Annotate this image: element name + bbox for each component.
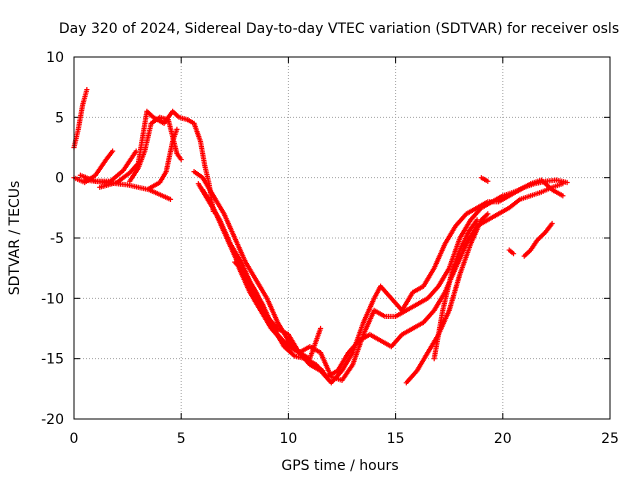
series-markers [127,114,184,184]
y-tick-label: -10 [41,291,64,307]
plot-frame [73,56,611,420]
y-tick-label: -5 [50,231,64,247]
series-arc-7 [146,126,180,192]
y-tick-label: 5 [55,110,64,126]
series-arc-14 [431,217,480,362]
y-tick-label: -15 [41,352,64,368]
y-tick-label: 10 [46,50,64,66]
x-tick-label: 10 [279,431,297,447]
x-tick-label: 25 [601,431,619,447]
series-markers [521,220,555,259]
x-tick-labels: 0 5 10 15 20 25 [70,431,619,447]
x-tick-label: 0 [70,431,79,447]
series-markers [97,108,216,215]
series-arc-6 [127,114,184,184]
y-axis-label: SDTVAR / TECUs [7,181,23,296]
series-markers [506,247,517,257]
series-arc-16 [506,247,517,257]
series-arc-15 [478,175,491,184]
data-series [71,86,570,386]
series-markers [236,265,326,374]
grid [74,57,610,419]
series-markers [478,175,491,184]
y-tick-label: 0 [55,171,64,187]
y-tick-label: -20 [41,412,64,428]
series-arc-17 [521,220,555,259]
x-tick-label: 5 [177,431,186,447]
x-tick-label: 15 [387,431,405,447]
series-arc-12 [236,265,326,374]
x-tick-label: 20 [494,431,512,447]
x-axis-label: GPS time / hours [281,458,398,474]
series-arc-5 [97,108,216,215]
series-markers [146,126,180,192]
y-tick-labels: 10 5 0 -5 -10 -15 -20 [41,50,64,428]
series-markers [431,217,480,362]
chart-title: Day 320 of 2024, Sidereal Day-to-day VTE… [59,21,619,37]
